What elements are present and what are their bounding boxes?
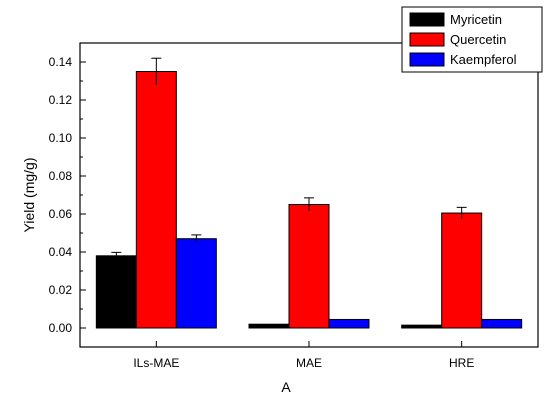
plot-area: 0.00 0.02 0.04 0.06 0.08 0.10 0.12 0.14 ILs-MAE M… bbox=[49, 42, 539, 370]
bar-myricetin-1 bbox=[248, 323, 290, 329]
legend-label-kaempferol: Kaempferol bbox=[450, 52, 517, 67]
legend-swatch-quercetin bbox=[409, 32, 445, 47]
y-axis-title: Yield (mg/g) bbox=[21, 158, 37, 233]
bar-quercetin-0 bbox=[135, 71, 177, 329]
x-tick-label-2: HRE bbox=[449, 356, 474, 370]
bar-quercetin-1 bbox=[288, 204, 330, 329]
legend-swatch-kaempferol bbox=[409, 52, 445, 67]
y-tick-label-1: 0.02 bbox=[49, 283, 73, 297]
y-tick-label-2: 0.04 bbox=[49, 245, 73, 259]
x-tick-label-0: ILs-MAE bbox=[133, 356, 179, 370]
x-tick-label-1: MAE bbox=[296, 356, 322, 370]
bar-myricetin-2 bbox=[401, 324, 443, 329]
y-tick-label-6: 0.12 bbox=[49, 93, 73, 107]
legend-label-quercetin: Quercetin bbox=[450, 32, 506, 47]
bar-kaempferol-1 bbox=[328, 318, 370, 329]
bar-kaempferol-0 bbox=[175, 238, 217, 329]
legend-swatch-myricetin bbox=[409, 12, 445, 27]
y-tick-label-4: 0.08 bbox=[49, 169, 73, 183]
y-tick-label-5: 0.10 bbox=[49, 131, 73, 145]
x-axis-title: A bbox=[281, 379, 291, 395]
y-tick-label-3: 0.06 bbox=[49, 207, 73, 221]
legend: Myricetin Quercetin Kaempferol bbox=[401, 6, 543, 73]
y-tick-label-7: 0.14 bbox=[49, 55, 73, 69]
bar-kaempferol-2 bbox=[481, 318, 523, 329]
bar-myricetin-0 bbox=[95, 255, 137, 329]
legend-label-myricetin: Myricetin bbox=[450, 12, 502, 27]
bar-quercetin-2 bbox=[441, 212, 483, 329]
y-tick-label-0: 0.00 bbox=[49, 321, 73, 335]
